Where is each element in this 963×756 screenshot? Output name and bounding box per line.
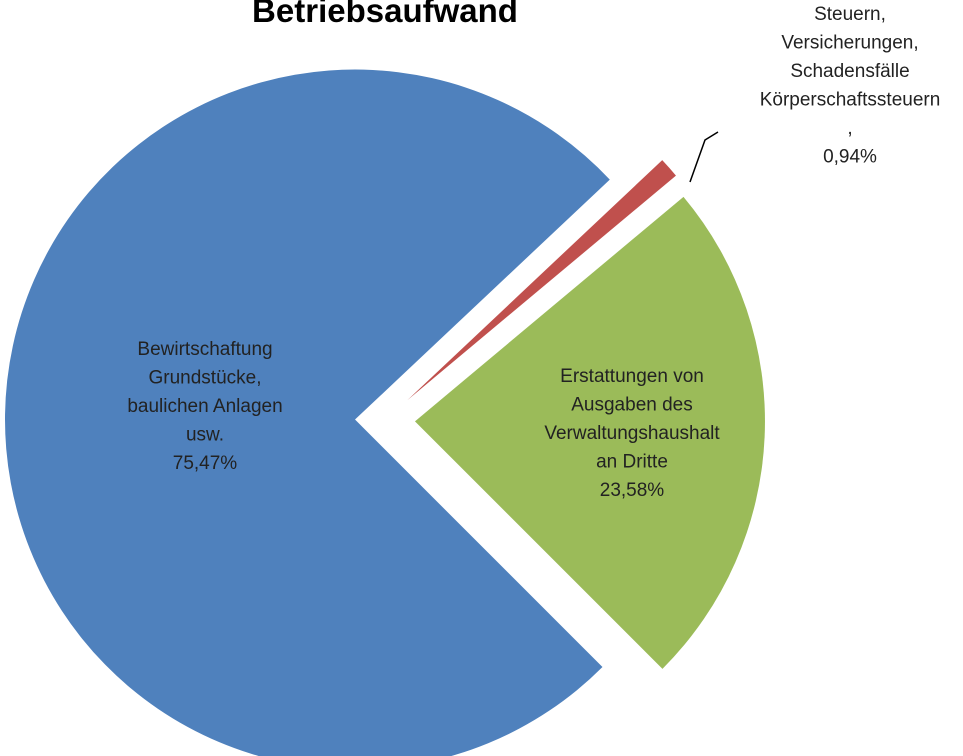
label-line: Versicherungen, bbox=[781, 33, 918, 54]
label-line: Grundstücke, bbox=[149, 368, 262, 389]
label-value: 75,47% bbox=[173, 453, 238, 474]
label-value: 23,58% bbox=[600, 480, 665, 501]
label-category: Steuern, Versicherungen, Schadensfälle Körp… bbox=[760, 4, 941, 139]
label-line: Erstattungen von bbox=[560, 366, 704, 387]
label-line: baulichen Anlagen bbox=[127, 396, 282, 417]
slice-label: Bewirtschaftung Grundstücke, baulichen Anl… bbox=[127, 339, 282, 474]
pie-slice bbox=[407, 160, 676, 401]
pie-slice bbox=[5, 69, 610, 756]
label-category: Erstattungen von Ausgaben des Verwaltungsh… bbox=[544, 366, 720, 473]
leader-line bbox=[689, 131, 719, 183]
label-line: usw. bbox=[186, 425, 224, 446]
slice-label: Erstattungen von Ausgaben des Verwaltungsh… bbox=[544, 366, 720, 501]
label-line: , bbox=[847, 118, 852, 139]
label-line: Verwaltungshaushalt bbox=[544, 423, 720, 444]
chart-title: Betriebsaufwand bbox=[252, 0, 518, 29]
label-line: Körperschaftssteuern bbox=[760, 90, 941, 111]
label-line: Steuern, bbox=[814, 4, 886, 25]
label-category: Bewirtschaftung Grundstücke, baulichen Anl… bbox=[127, 339, 282, 446]
label-line: Ausgaben des bbox=[571, 395, 693, 416]
label-line: Schadensfälle bbox=[790, 61, 909, 82]
label-line: an Dritte bbox=[596, 452, 668, 473]
label-line: Bewirtschaftung bbox=[137, 339, 272, 360]
label-value: 0,94% bbox=[823, 147, 877, 168]
pie-slice bbox=[414, 196, 765, 669]
slice-label: Steuern, Versicherungen, Schadensfälle Körp… bbox=[760, 4, 941, 168]
